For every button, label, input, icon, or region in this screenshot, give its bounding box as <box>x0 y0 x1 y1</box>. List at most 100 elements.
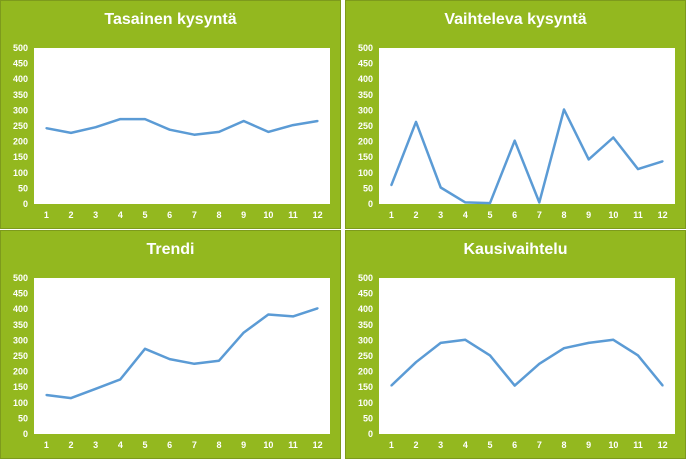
data-point <box>661 384 664 387</box>
data-point <box>94 387 97 390</box>
y-tick-label: 0 <box>23 429 28 439</box>
y-tick-label: 200 <box>13 137 28 147</box>
data-point <box>316 307 319 310</box>
x-tick-label: 12 <box>313 440 323 450</box>
data-point <box>563 347 565 350</box>
y-tick-label: 50 <box>363 413 373 423</box>
y-tick-label: 100 <box>358 168 373 178</box>
data-point <box>70 131 72 134</box>
data-point <box>489 202 491 205</box>
chart-title: Tasainen kysyntä <box>104 11 237 28</box>
x-tick-label: 4 <box>118 210 123 220</box>
y-tick-label: 500 <box>358 43 373 53</box>
x-tick-label: 4 <box>463 440 468 450</box>
x-tick-label: 12 <box>658 210 668 220</box>
y-tick-label: 100 <box>358 398 373 408</box>
data-point <box>144 118 146 121</box>
x-tick-label: 8 <box>216 440 221 450</box>
data-point <box>439 341 442 344</box>
x-tick-label: 6 <box>167 440 172 450</box>
data-point <box>439 186 442 189</box>
y-tick-label: 250 <box>13 121 28 131</box>
data-point <box>242 120 245 123</box>
x-tick-label: 2 <box>413 440 418 450</box>
y-tick-label: 100 <box>13 398 28 408</box>
data-point <box>390 384 393 387</box>
data-point <box>316 120 319 123</box>
y-tick-label: 350 <box>13 320 28 330</box>
data-point <box>587 341 590 344</box>
x-tick-label: 10 <box>263 210 273 220</box>
data-point <box>587 158 590 161</box>
y-tick-label: 500 <box>358 273 373 283</box>
x-tick-label: 5 <box>487 440 492 450</box>
x-tick-label: 6 <box>512 210 517 220</box>
x-tick-label: 7 <box>192 440 197 450</box>
x-tick-label: 1 <box>44 440 49 450</box>
y-tick-label: 450 <box>13 59 28 69</box>
data-point <box>168 358 171 361</box>
data-point <box>193 133 196 136</box>
y-tick-label: 500 <box>13 43 28 53</box>
y-tick-label: 150 <box>13 382 28 392</box>
x-tick-label: 3 <box>438 210 443 220</box>
data-point <box>45 127 48 130</box>
data-point <box>390 184 393 187</box>
y-tick-label: 100 <box>13 168 28 178</box>
y-tick-label: 400 <box>13 74 28 84</box>
y-tick-label: 150 <box>13 152 28 162</box>
plot-area <box>379 278 675 434</box>
chart-panel-tasainen-kysynta: Tasainen kysyntä 0 50 100 150 200 250 300 350 40… <box>0 0 341 229</box>
x-tick-label: 2 <box>413 210 418 220</box>
data-point <box>218 130 220 133</box>
y-tick-label: 400 <box>358 304 373 314</box>
x-tick-label: 9 <box>586 440 591 450</box>
y-tick-label: 0 <box>368 199 373 209</box>
chart-panel-trendi: Trendi 0 50 100 150 200 250 300 350 400 450 500 1 2 3… <box>0 230 341 459</box>
data-point <box>70 397 72 400</box>
data-point <box>489 354 491 357</box>
x-tick-label: 7 <box>537 210 542 220</box>
y-tick-label: 250 <box>358 121 373 131</box>
y-tick-label: 200 <box>358 367 373 377</box>
data-point <box>242 331 245 334</box>
y-tick-label: 150 <box>358 152 373 162</box>
y-tick-label: 0 <box>368 429 373 439</box>
data-point <box>661 160 664 163</box>
chart-title: Trendi <box>146 241 195 258</box>
y-tick-label: 300 <box>358 335 373 345</box>
x-tick-label: 7 <box>537 440 542 450</box>
data-point <box>292 315 294 318</box>
y-tick-label: 500 <box>13 273 28 283</box>
series-line <box>46 117 318 136</box>
chart-panel-kausivaihtelu: Kausivaihtelu 0 50 100 150 200 250 300 350 400 45… <box>345 230 686 459</box>
plot-area <box>34 48 330 204</box>
data-point <box>94 126 97 129</box>
x-tick-label: 3 <box>93 440 98 450</box>
data-point <box>218 359 220 362</box>
y-tick-label: 200 <box>358 137 373 147</box>
x-tick-label: 4 <box>118 440 123 450</box>
series-line <box>390 108 664 205</box>
data-point <box>563 108 565 111</box>
series-line <box>46 307 319 400</box>
x-tick-label: 11 <box>633 440 643 450</box>
x-tick-label: 4 <box>463 210 468 220</box>
data-point <box>637 354 639 357</box>
x-tick-label: 6 <box>167 210 172 220</box>
y-tick-label: 350 <box>13 90 28 100</box>
x-tick-label: 12 <box>313 210 323 220</box>
y-tick-label: 150 <box>358 382 373 392</box>
x-tick-label: 10 <box>263 440 273 450</box>
x-tick-label: 10 <box>608 440 618 450</box>
data-point <box>267 313 270 316</box>
x-tick-label: 11 <box>288 210 298 220</box>
x-tick-label: 7 <box>192 210 197 220</box>
data-point <box>637 168 639 171</box>
data-point <box>612 338 615 341</box>
data-point <box>538 201 541 204</box>
x-tick-label: 12 <box>658 440 668 450</box>
